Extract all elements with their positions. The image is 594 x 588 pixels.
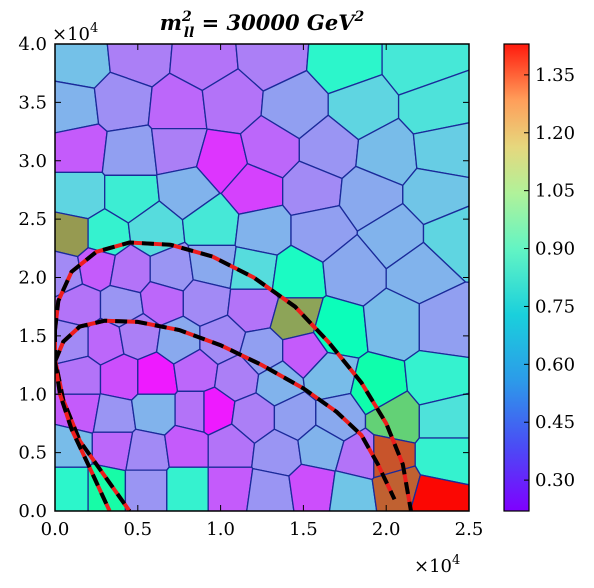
y-tick-label: 2.5 (18, 209, 47, 230)
dashed-curve-outer (55, 240, 413, 511)
y-tick-label: 3.5 (18, 92, 47, 113)
y-tick-label: 2.0 (18, 268, 47, 289)
y-tick-label: 3.0 (18, 151, 47, 172)
dashed-curve-left-inner (55, 361, 112, 511)
voronoi-cells (55, 44, 469, 511)
colorbar-tick-label: 1.35 (535, 65, 575, 86)
y-tick-label: 4.0 (18, 34, 47, 55)
y-tick-label: 0.5 (18, 443, 47, 464)
voronoi-cell (418, 281, 469, 359)
plot-area (55, 44, 469, 511)
x-tick-label: 2.5 (455, 519, 484, 540)
voronoi-cell (409, 474, 469, 511)
colorbar-tick-label: 0.30 (535, 470, 575, 491)
voronoi-cell (288, 463, 336, 511)
colorbar-ticks: 0.30 0.45 0.60 0.75 0.90 1.05 1.20 1.35 (524, 65, 575, 491)
voronoi-cell (125, 428, 170, 471)
colorbar-tick-label: 0.60 (535, 354, 575, 375)
contour-curves (55, 240, 413, 511)
y-multiplier: ×104 (52, 21, 98, 45)
y-tick-label: 1.0 (18, 384, 47, 405)
voronoi-cell (207, 466, 254, 511)
x-axis: 0.0 0.5 1.0 1.5 2.0 2.5 (41, 44, 484, 540)
colorbar-tick-label: 0.75 (535, 296, 575, 317)
voronoi-cell (101, 124, 158, 176)
voronoi-cell (164, 424, 209, 468)
colorbar-tick-label: 1.05 (535, 181, 575, 202)
voronoi-cell (166, 466, 209, 511)
y-tick-label: 0.0 (18, 501, 47, 522)
voronoi-cell (55, 171, 106, 220)
x-tick-label: 2.0 (372, 519, 401, 540)
colorbar (503, 43, 530, 512)
dashed-curve-inner (55, 318, 397, 501)
voronoi-cell (124, 469, 168, 511)
chart-title: m2 ll = 30000 GeV2 (160, 9, 365, 41)
x-tick-label: 0.5 (123, 519, 152, 540)
x-multiplier: ×104 (414, 553, 460, 577)
colorbar-tick-label: 0.90 (535, 239, 575, 260)
y-tick-label: 1.5 (18, 326, 47, 347)
voronoi-cell (130, 393, 176, 436)
x-tick-label: 0.0 (41, 519, 70, 540)
voronoi-cell (92, 393, 137, 433)
y-axis: 0.0 0.5 1.0 1.5 2.0 2.5 3.0 3.5 4.0 (18, 34, 469, 522)
dashed-curve-left-outer (55, 330, 132, 511)
x-tick-label: 1.0 (206, 519, 235, 540)
colorbar-tick-label: 0.45 (535, 412, 575, 433)
x-tick-label: 1.5 (289, 519, 318, 540)
voronoi-cell (246, 467, 295, 511)
colorbar-tick-label: 1.20 (535, 123, 575, 144)
